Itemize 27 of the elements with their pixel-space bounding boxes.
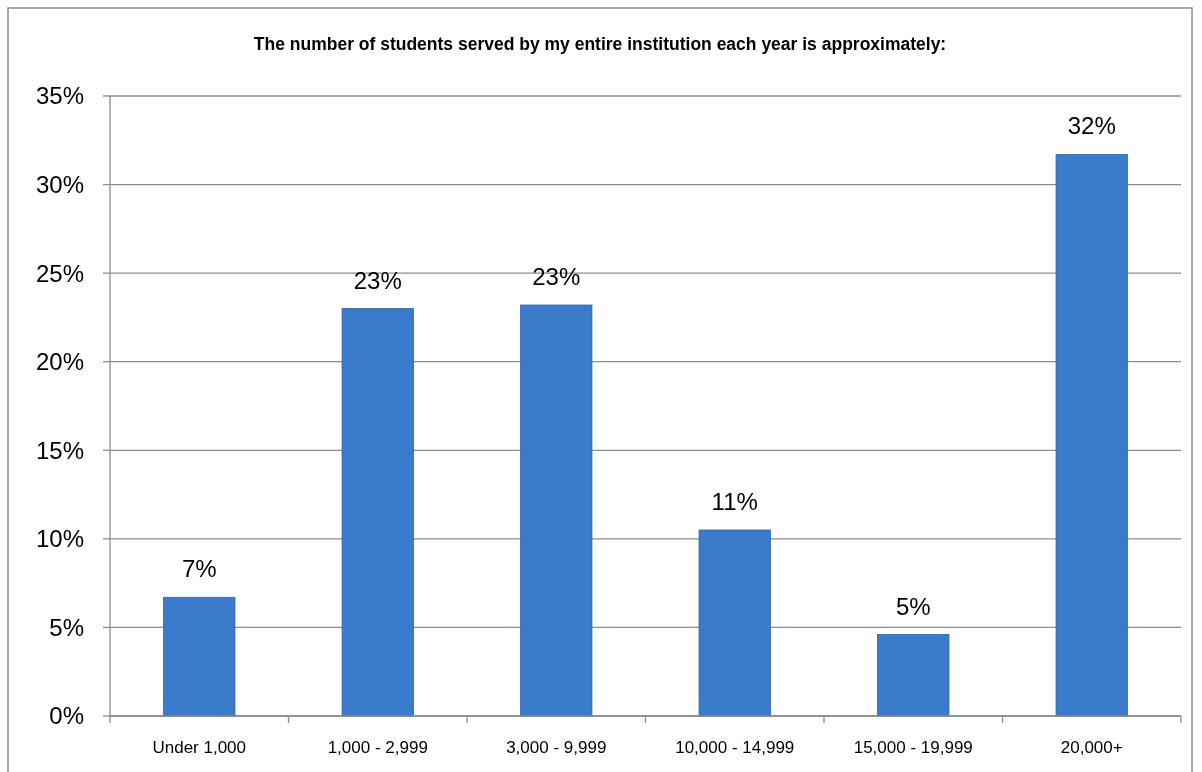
y-tick-label: 15% (35, 436, 84, 464)
bar (163, 596, 236, 717)
data-label: 7% (181, 555, 217, 583)
y-tick-label: 25% (35, 259, 84, 287)
x-tick-label: 15,000 - 19,999 (853, 738, 973, 757)
bar (698, 529, 771, 717)
y-tick-label: 10% (35, 525, 84, 553)
data-label: 23% (353, 266, 402, 294)
y-tick-label: 35% (35, 82, 84, 110)
chart-title: The number of students served by my entire institution each year is approximately: (253, 34, 947, 54)
data-label: 5% (895, 592, 931, 620)
bar (520, 304, 593, 717)
y-tick-label: 0% (49, 702, 84, 730)
x-tick-label: 20,000+ (1060, 738, 1123, 757)
y-tick-label: 5% (49, 613, 84, 641)
bar (341, 308, 414, 717)
x-tick-label: Under 1,000 (152, 738, 247, 757)
y-tick-label: 30% (35, 170, 84, 198)
y-tick-label: 20% (35, 348, 84, 376)
x-tick-label: 10,000 - 14,999 (675, 738, 795, 757)
x-tick-label: 1,000 - 2,999 (327, 738, 428, 757)
data-label: 23% (532, 263, 581, 291)
bar (877, 634, 950, 717)
x-tick-label: 3,000 - 9,999 (506, 738, 607, 757)
data-label: 11% (711, 488, 758, 515)
bar (1055, 154, 1128, 717)
data-label: 32% (1067, 112, 1116, 140)
